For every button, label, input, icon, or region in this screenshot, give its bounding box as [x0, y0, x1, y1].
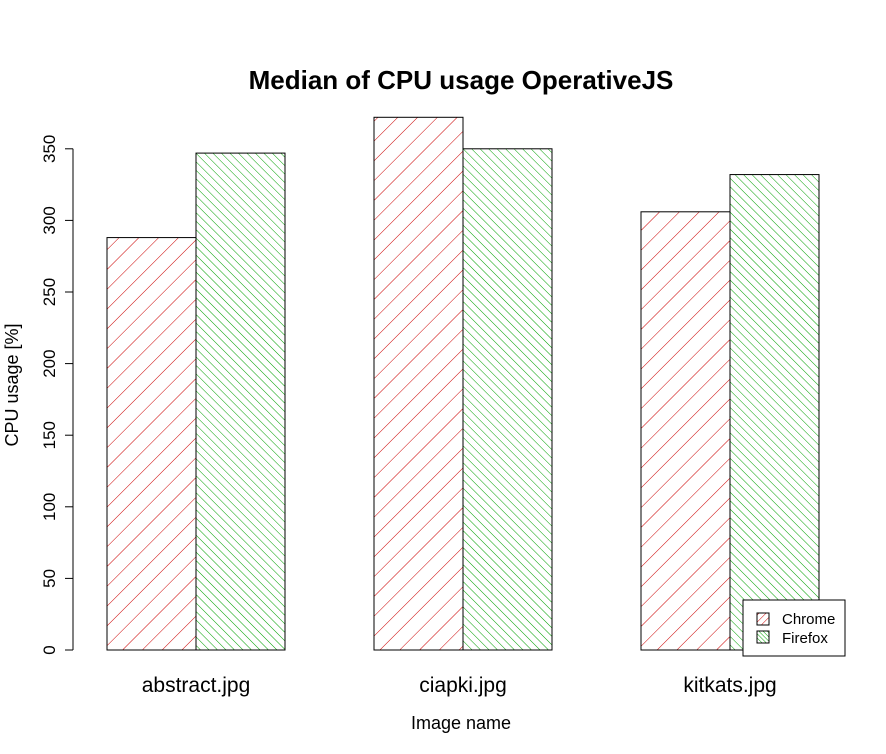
- legend-swatch-firefox: [756, 630, 770, 644]
- bar-chrome-2: [640, 211, 731, 651]
- y-tick-label: 150: [40, 421, 59, 449]
- bar-firefox-0: [195, 152, 286, 651]
- bars: [106, 116, 820, 651]
- y-tick-label: 200: [40, 349, 59, 377]
- y-tick-label: 300: [40, 206, 59, 234]
- legend-label-firefox: Firefox: [782, 630, 828, 647]
- legend: Chrome Firefox: [742, 599, 846, 657]
- x-tick-label: abstract.jpg: [142, 674, 251, 697]
- y-tick-label: 100: [40, 493, 59, 521]
- y-tick-label: 50: [40, 569, 59, 588]
- y-tick-label: 250: [40, 278, 59, 306]
- y-axis-label: CPU usage [%]: [2, 323, 22, 446]
- x-tick-label: kitkats.jpg: [683, 674, 776, 697]
- x-tick-label: ciapki.jpg: [419, 674, 507, 697]
- bar-firefox-2: [729, 174, 820, 651]
- y-axis: 0 50 100 150 200 250 300 350: [40, 135, 74, 655]
- bar-firefox-1: [462, 148, 553, 651]
- legend-swatch-chrome: [756, 612, 770, 626]
- chart-title: Median of CPU usage OperativeJS: [249, 65, 674, 95]
- x-axis-labels: abstract.jpg ciapki.jpg kitkats.jpg: [142, 674, 777, 697]
- bar-chrome-1: [373, 116, 464, 651]
- legend-label-chrome: Chrome: [782, 611, 835, 628]
- x-axis-label: Image name: [411, 713, 511, 733]
- y-tick-label: 0: [40, 645, 59, 654]
- legend-box: [742, 599, 846, 657]
- bar-chrome-0: [106, 237, 197, 651]
- y-tick-label: 350: [40, 135, 59, 163]
